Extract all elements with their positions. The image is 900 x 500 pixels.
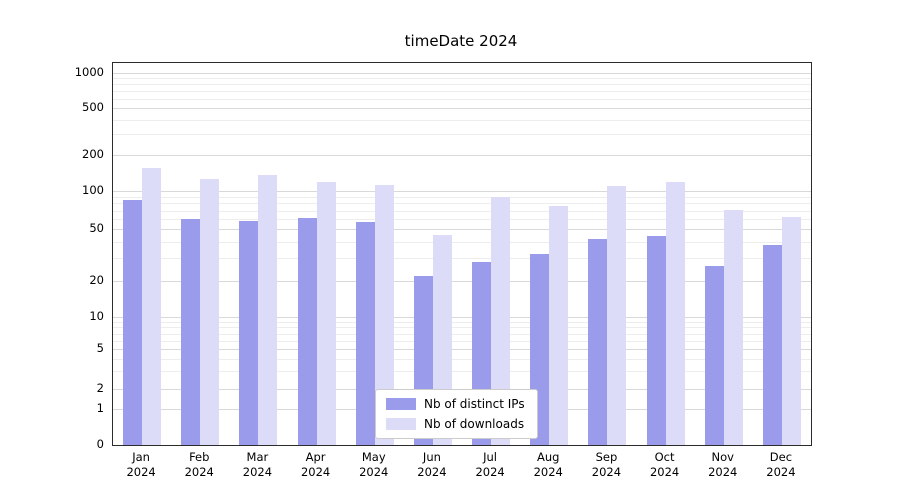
legend: Nb of distinct IPs Nb of downloads	[375, 389, 538, 439]
legend-swatch-downloads	[386, 418, 416, 430]
gridline	[113, 190, 811, 192]
gridline	[113, 258, 811, 260]
gridline	[113, 371, 811, 373]
y-tick-label: 200	[82, 147, 104, 162]
x-tick-label: Oct 2024	[649, 450, 680, 479]
y-tick-label: 5	[96, 341, 104, 356]
gridline	[113, 281, 811, 283]
bar-nb-of-distinct-ips	[646, 236, 666, 445]
gridline	[113, 108, 811, 110]
y-tick-label: 50	[89, 221, 104, 236]
y-tick-label: 1	[96, 401, 104, 416]
legend-label-distinct-ips: Nb of distinct IPs	[424, 397, 525, 411]
y-tick-label: 500	[82, 100, 104, 115]
bar-nb-of-distinct-ips	[297, 218, 317, 445]
bar-nb-of-distinct-ips	[355, 221, 375, 445]
y-tick-label: 10	[89, 309, 104, 324]
gridline	[113, 203, 811, 205]
bar-nb-of-downloads	[549, 206, 569, 445]
gridline	[113, 327, 811, 329]
bar-nb-of-downloads	[316, 182, 336, 445]
bar-nb-of-distinct-ips	[762, 244, 782, 445]
gridline	[113, 210, 811, 212]
bar-nb-of-distinct-ips	[704, 266, 724, 445]
gridline	[113, 317, 811, 319]
legend-swatch-distinct-ips	[386, 398, 416, 410]
bar-nb-of-distinct-ips	[181, 219, 201, 445]
gridline	[113, 321, 811, 323]
gridline	[113, 358, 811, 360]
x-tick-label: May 2024	[359, 450, 389, 479]
y-tick-label: 2	[96, 380, 104, 395]
gridline	[113, 229, 811, 231]
gridline	[113, 72, 811, 74]
plot-area: Nb of distinct IPs Nb of downloads	[112, 62, 812, 446]
bar-nb-of-downloads	[723, 209, 743, 445]
gridline	[113, 219, 811, 221]
y-tick-label: 100	[82, 182, 104, 197]
gridline	[113, 241, 811, 243]
x-tick-label: Aug 2024	[533, 450, 563, 479]
y-tick-label: 0	[96, 437, 104, 451]
x-tick-label: Mar 2024	[242, 450, 273, 479]
y-tick-label: 20	[89, 273, 104, 288]
x-tick-label: Nov 2024	[708, 450, 738, 479]
bar-nb-of-downloads	[607, 186, 627, 445]
legend-item-distinct-ips: Nb of distinct IPs	[386, 397, 525, 411]
y-tick-label: 1000	[74, 64, 104, 79]
x-tick-label: Sep 2024	[591, 450, 622, 479]
bar-nb-of-downloads	[491, 196, 511, 445]
gridline	[113, 333, 811, 335]
gridline	[113, 349, 811, 351]
bar-nb-of-downloads	[374, 184, 394, 445]
gridline	[113, 84, 811, 86]
gridline	[113, 91, 811, 93]
bar-nb-of-downloads	[781, 217, 801, 445]
x-tick-label: Jul 2024	[475, 450, 505, 479]
legend-item-downloads: Nb of downloads	[386, 417, 525, 431]
gridline	[113, 196, 811, 198]
gridline	[113, 119, 811, 121]
x-tick-label: Feb 2024	[184, 450, 214, 479]
bar-nb-of-distinct-ips	[123, 199, 143, 445]
x-tick-label: Jan 2024	[126, 450, 156, 479]
gridline	[113, 98, 811, 100]
x-tick-label: Jun 2024	[417, 450, 447, 479]
gridline	[113, 155, 811, 157]
bar-nb-of-distinct-ips	[588, 239, 608, 445]
bar-nb-of-downloads	[258, 174, 278, 445]
bar-nb-of-downloads	[665, 181, 685, 445]
x-tick-label: Apr 2024	[300, 450, 331, 479]
gridline	[113, 340, 811, 342]
chart-title: timeDate 2024	[404, 32, 518, 50]
bar-nb-of-downloads	[142, 168, 162, 445]
bar-nb-of-distinct-ips	[239, 221, 259, 445]
gridline	[113, 134, 811, 136]
gridline	[113, 78, 811, 80]
legend-label-downloads: Nb of downloads	[424, 417, 525, 431]
bar-nb-of-downloads	[200, 179, 220, 445]
x-tick-label: Dec 2024	[766, 450, 796, 479]
